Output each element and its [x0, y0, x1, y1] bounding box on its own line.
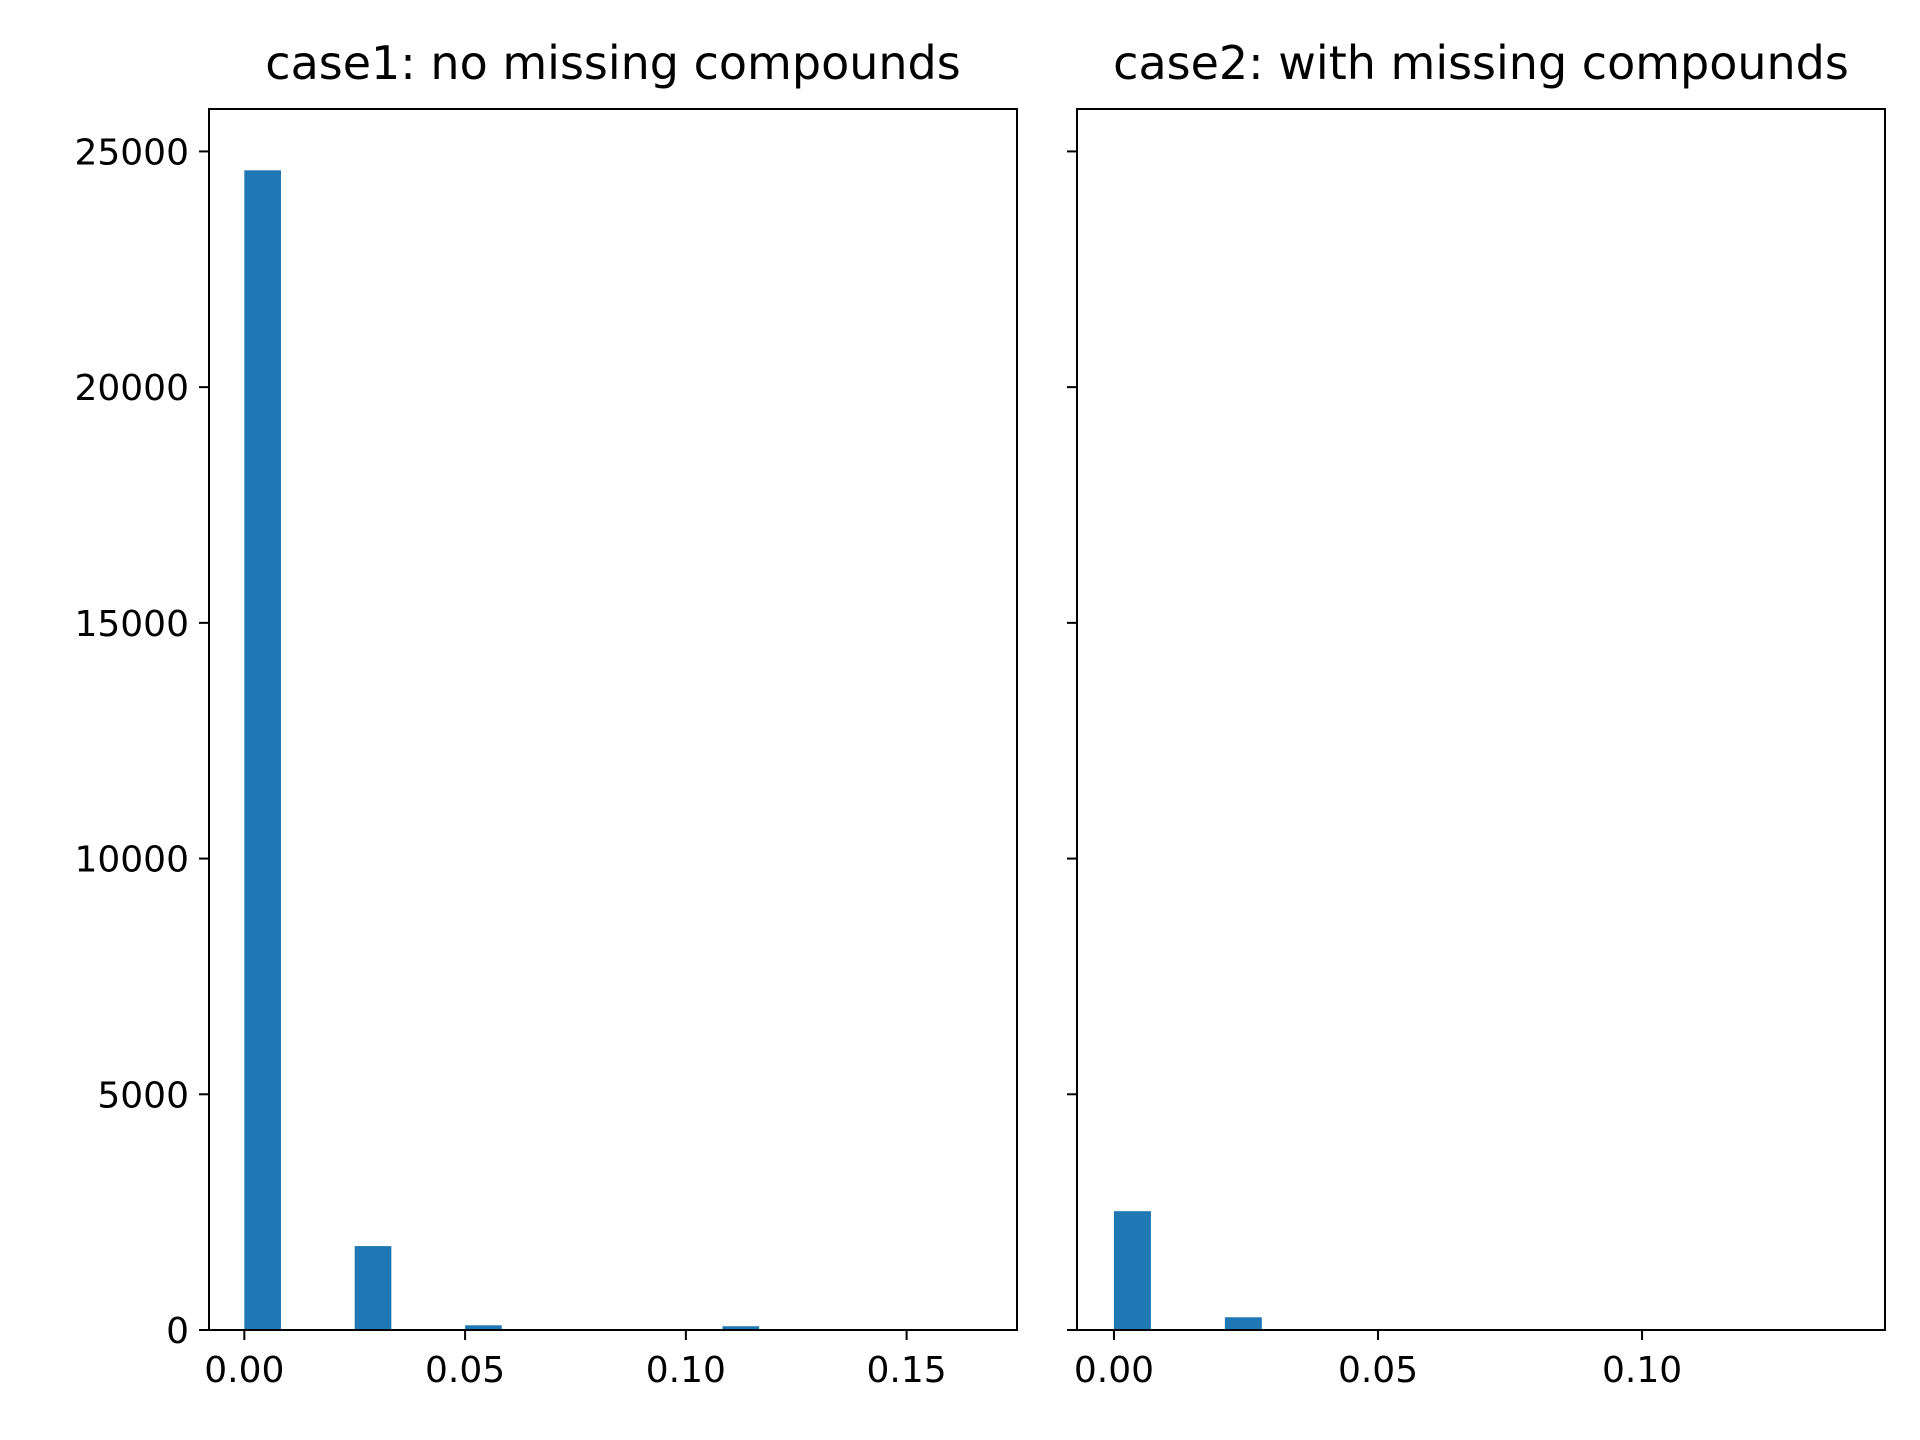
chart-title: case1: no missing compounds — [265, 36, 960, 90]
chart-panels: 0.00 0.05 0.10 0.15 0 5000 10000 15000 20000 2500… — [74, 36, 1886, 1391]
axes-frame — [208, 108, 1018, 1331]
y-tick-label: 20000 — [74, 368, 189, 409]
bar-1-6 — [722, 1326, 760, 1330]
y-tick-label: 0 — [166, 1311, 189, 1352]
bar-2-1 — [1113, 1211, 1151, 1330]
x-tick-label: 0.05 — [425, 1350, 505, 1391]
x-tick-label: 0.10 — [1602, 1350, 1682, 1391]
axes-frame — [1076, 108, 1886, 1331]
bar-1-1 — [244, 170, 281, 1330]
x-tick-label: 0.15 — [867, 1350, 947, 1391]
chart-panel-2: 0.00 0.05 0.10 case2: with missing compound… — [1067, 36, 1886, 1391]
x-tick-label: 0.10 — [646, 1350, 726, 1391]
y-tick-label: 15000 — [74, 604, 189, 645]
y-tick-label: 25000 — [74, 132, 189, 173]
bar-1-3 — [465, 1325, 502, 1330]
bar-2-2 — [1224, 1317, 1262, 1330]
x-tick-label: 0.05 — [1338, 1350, 1418, 1391]
y-tick-label: 10000 — [74, 840, 189, 881]
chart-title: case2: with missing compounds — [1113, 36, 1849, 90]
x-tick-label: 0.00 — [204, 1350, 284, 1391]
bar-1-2 — [354, 1246, 392, 1330]
x-tick-label: 0.00 — [1074, 1350, 1154, 1391]
chart-panel-1: 0.00 0.05 0.10 0.15 0 5000 10000 15000 20000 2500… — [74, 36, 1018, 1391]
y-tick-label: 5000 — [97, 1075, 189, 1116]
